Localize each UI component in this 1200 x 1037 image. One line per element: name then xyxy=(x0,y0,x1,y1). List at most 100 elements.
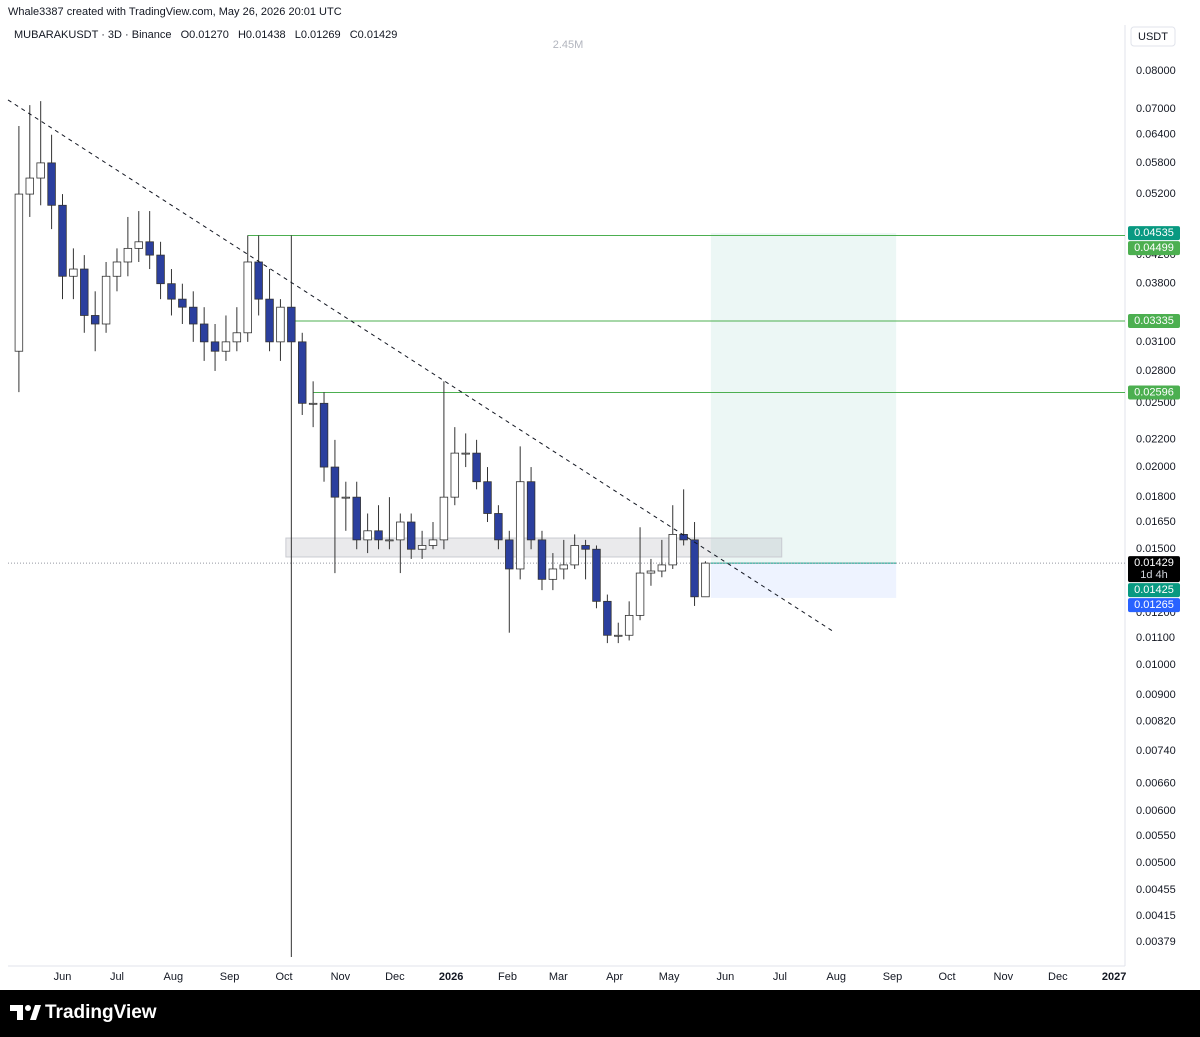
candle-body xyxy=(265,298,274,343)
candle-body xyxy=(254,261,263,300)
candle-body xyxy=(374,530,383,541)
logo-bar xyxy=(10,1005,23,1011)
logo-slash xyxy=(30,1005,41,1020)
candle-body xyxy=(657,564,667,572)
x-tick-label: Oct xyxy=(276,971,293,983)
y-tick-label: 0.01800 xyxy=(1136,491,1176,503)
y-tick-label: 0.01000 xyxy=(1136,659,1176,671)
candle-body xyxy=(668,534,677,566)
ohlc-open: O0.01270 xyxy=(181,29,229,41)
candle-body xyxy=(276,306,285,343)
candle-body xyxy=(298,341,307,404)
candle-body xyxy=(363,530,372,541)
candle-body xyxy=(494,513,503,541)
candle-body xyxy=(537,539,547,580)
candle-body xyxy=(47,162,56,206)
candle-body xyxy=(548,568,558,580)
candle-body xyxy=(167,283,176,300)
candle-body xyxy=(134,241,143,249)
candle-body xyxy=(385,539,394,542)
candle-body xyxy=(210,341,220,352)
y-tick-label: 0.00660 xyxy=(1136,778,1176,790)
ohlc-close: C0.01429 xyxy=(350,29,398,41)
candle-body xyxy=(221,341,231,352)
candle-body xyxy=(341,496,351,499)
price-tag-label: 0.01425 xyxy=(1134,584,1174,596)
price-tag-label: 0.04535 xyxy=(1134,227,1174,239)
candle-body xyxy=(145,241,154,256)
price-tag-note: 1d 4h xyxy=(1140,569,1168,581)
candle-body xyxy=(690,539,699,598)
candle-body xyxy=(624,614,634,636)
x-tick-label: Jun xyxy=(54,971,72,983)
candle-body xyxy=(679,534,688,541)
symbol-legend: MUBARAKUSDT · 3D · Binance O0.01270 H0.0… xyxy=(14,29,397,41)
currency[interactable]: USDT xyxy=(1138,31,1168,43)
y-tick-label: 0.01100 xyxy=(1136,632,1175,644)
y-tick-label: 0.00820 xyxy=(1136,716,1176,728)
y-tick-label: 0.00500 xyxy=(1136,857,1176,869)
y-tick-label: 0.01650 xyxy=(1136,516,1176,528)
y-tick-label: 0.07000 xyxy=(1136,103,1176,115)
y-tick-label: 0.05800 xyxy=(1136,157,1176,169)
x-tick-label: Dec xyxy=(385,971,405,983)
x-tick-label: Nov xyxy=(331,971,351,983)
x-tick-label: Jul xyxy=(110,971,124,983)
x-tick-label: Sep xyxy=(883,971,903,983)
x-tick-label: Oct xyxy=(938,971,955,983)
footer xyxy=(0,990,1200,1037)
logo-dot xyxy=(25,1005,31,1011)
candle-body xyxy=(472,452,481,483)
supply-zone xyxy=(285,537,783,558)
candle-body xyxy=(319,402,329,468)
candle-body xyxy=(461,452,470,455)
currency-box[interactable] xyxy=(1130,26,1176,47)
candle-body xyxy=(308,402,318,405)
y-tick-label: 0.00600 xyxy=(1136,805,1176,817)
price-tag xyxy=(1128,241,1180,256)
candle-body xyxy=(101,275,111,325)
price-tag-label: 0.01429 xyxy=(1134,557,1174,569)
candle-body xyxy=(396,521,405,541)
candle-body xyxy=(701,562,710,598)
brand: TradingView xyxy=(45,1002,157,1023)
candle-body xyxy=(417,545,427,550)
candle-body xyxy=(36,162,45,179)
candle-body xyxy=(614,634,623,637)
x-tick-label: Jul xyxy=(773,971,787,983)
candle-body xyxy=(515,481,525,570)
candle-body xyxy=(189,306,198,325)
logo-stem xyxy=(17,1005,23,1020)
candle-body xyxy=(232,332,242,343)
candle-body xyxy=(25,177,35,195)
y-tick-label: 0.00900 xyxy=(1136,689,1176,701)
candle-body xyxy=(570,545,579,566)
y-tick-label: 0.06400 xyxy=(1136,129,1176,141)
candle-body xyxy=(123,247,133,263)
candle-body xyxy=(178,298,187,308)
x-tick-label: 2026 xyxy=(439,971,463,983)
y-tick-label: 0.02500 xyxy=(1136,397,1176,409)
x-tick-label: Dec xyxy=(1048,971,1068,983)
candle-body xyxy=(439,496,449,541)
candle-body xyxy=(58,204,67,277)
ohlc-low: L0.01269 xyxy=(295,29,341,41)
price-tag xyxy=(1128,385,1180,400)
volume-label: 2.45M xyxy=(553,39,584,51)
symbol: MUBARAKUSDT · 3D · Binance xyxy=(14,29,172,41)
candle-body xyxy=(352,496,361,541)
ohlc-high: H0.01438 xyxy=(238,29,286,41)
y-tick-label: 0.03800 xyxy=(1136,278,1176,290)
trendline xyxy=(7,99,835,633)
x-tick-label: Feb xyxy=(498,971,517,983)
price-tag xyxy=(1128,556,1180,583)
candle-body xyxy=(90,315,100,325)
x-tick-label: Aug xyxy=(163,971,183,983)
candle-body xyxy=(287,306,296,343)
y-tick-label: 0.01500 xyxy=(1136,543,1176,555)
target-zone xyxy=(710,233,897,564)
credit: Whale3387 created with TradingView.com, … xyxy=(8,6,342,18)
x-tick-label: Apr xyxy=(606,971,623,983)
y-tick-label: 0.00379 xyxy=(1136,936,1176,948)
